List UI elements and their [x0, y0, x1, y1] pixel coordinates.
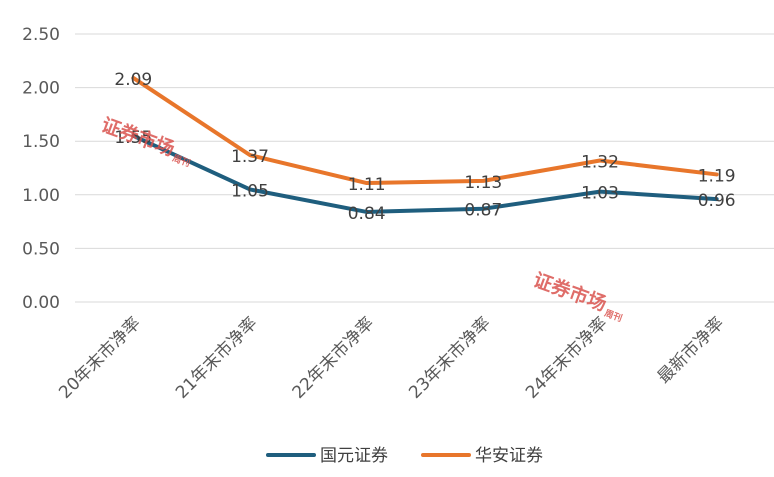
x-tick-label: 23年末市净率	[405, 313, 495, 403]
x-tick-label: 21年末市净率	[172, 313, 262, 403]
legend-label: 国元证券	[320, 446, 388, 466]
data-label: 0.87	[464, 201, 502, 221]
series-lines	[131, 75, 719, 214]
x-tick-label: 22年末市净率	[289, 313, 379, 403]
watermark-side: 周刊	[603, 307, 624, 324]
x-axis: 20年末市净率 21年末市净率 22年末市净率 23年末市净率 24年末市净率 最新市净率	[55, 313, 728, 403]
x-tick-label: 24年末市净率	[522, 313, 612, 403]
legend: 国元证券 华安证券	[266, 446, 543, 466]
series-line	[131, 75, 719, 186]
data-label: 1.11	[348, 175, 386, 195]
data-label: 0.84	[348, 204, 386, 224]
series-line	[131, 133, 719, 214]
y-tick-label: 1.00	[22, 186, 60, 206]
data-labels: 1.55 1.05 0.84 0.87 1.03 0.96 2.09 1.37 1.11 1.13…	[114, 70, 735, 224]
data-label: 1.03	[581, 184, 619, 204]
watermark-side: 周刊	[171, 152, 192, 169]
data-label: 1.19	[698, 166, 736, 186]
y-tick-label: 2.50	[22, 25, 60, 45]
x-tick-label: 20年末市净率	[55, 313, 145, 403]
watermark-text: 证券市场	[530, 268, 609, 316]
gridlines	[75, 33, 774, 303]
legend-label: 华安证券	[475, 446, 543, 466]
y-axis: 0.00 0.50 1.00 1.50 2.00 2.50	[22, 25, 60, 313]
data-label: 1.13	[464, 173, 502, 193]
data-label: 1.55	[114, 128, 152, 148]
y-tick-label: 2.00	[22, 79, 60, 99]
data-label: 0.96	[698, 191, 736, 211]
y-tick-label: 0.00	[22, 293, 60, 313]
y-tick-label: 0.50	[22, 239, 60, 259]
data-label: 2.09	[114, 70, 152, 90]
data-label: 1.05	[231, 181, 269, 201]
data-label: 1.32	[581, 152, 619, 172]
watermark-stamp: 证券市场 周刊	[530, 268, 624, 324]
watermark-text: 证券市场	[98, 113, 177, 161]
y-tick-label: 1.50	[22, 132, 60, 152]
data-label: 1.37	[231, 147, 269, 167]
x-tick-label: 最新市净率	[654, 313, 728, 387]
